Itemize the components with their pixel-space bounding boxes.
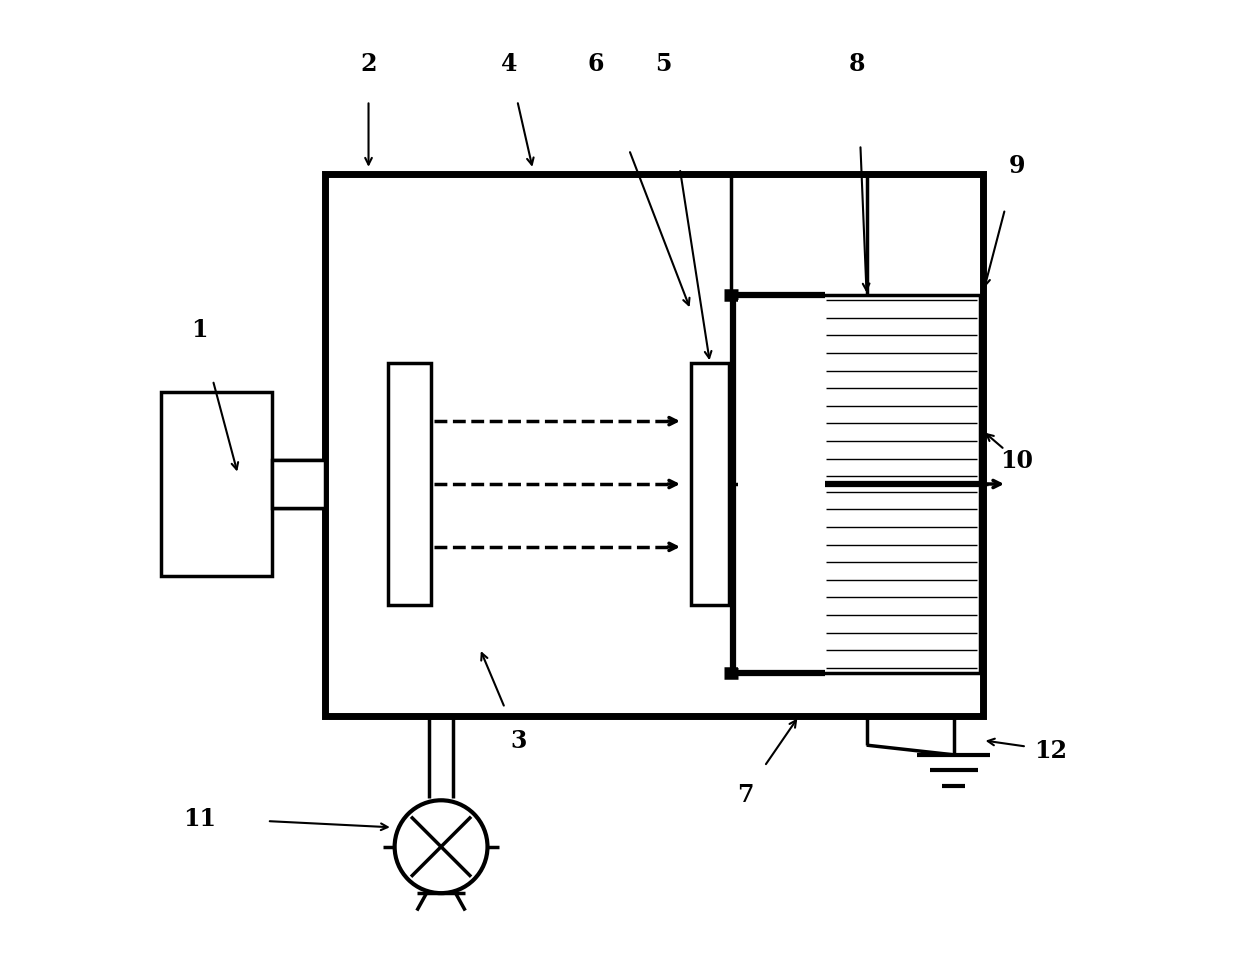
Text: 6: 6	[588, 52, 604, 77]
Text: 11: 11	[182, 806, 216, 829]
Bar	[738, 301, 825, 668]
Bar	[325, 175, 983, 716]
Bar	[272, 460, 325, 509]
Text: 8: 8	[848, 52, 866, 77]
Bar	[388, 363, 432, 606]
Text: 7: 7	[738, 782, 754, 805]
Text: 12: 12	[1034, 738, 1066, 763]
Bar	[160, 392, 272, 577]
Text: 9: 9	[1008, 154, 1024, 177]
Text: 1: 1	[191, 318, 207, 342]
Text: 3: 3	[510, 729, 527, 753]
Text: 10: 10	[1001, 449, 1033, 472]
Text: 5: 5	[655, 52, 672, 77]
Text: 4: 4	[501, 52, 517, 77]
Bar	[691, 363, 729, 606]
Text: 2: 2	[361, 52, 377, 77]
